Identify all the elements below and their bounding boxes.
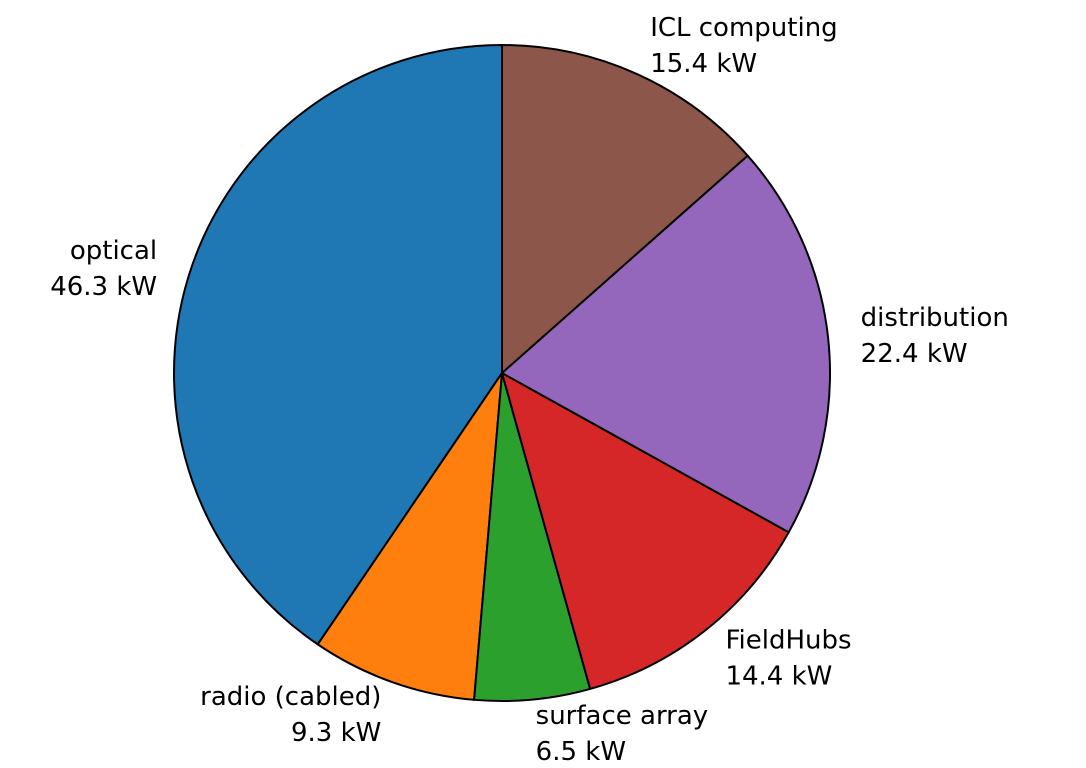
wedge-label: surface array 6.5 kW [536, 701, 709, 767]
category-label: radio (cabled) [200, 682, 381, 712]
wedge-label: optical 46.3 kW [50, 236, 157, 302]
value-label: 6.5 kW [536, 737, 626, 767]
pie-wedge [316, 372, 503, 701]
category-label: surface array [536, 701, 709, 731]
value-label: 46.3 kW [50, 272, 157, 302]
pie-wedge [501, 154, 831, 534]
wedge-label: ICL computing 15.4 kW [650, 13, 837, 79]
value-label: 22.4 kW [861, 339, 968, 369]
category-label: FieldHubs [725, 625, 851, 655]
wedge-label: radio (cabled) 9.3 kW [200, 682, 381, 748]
pie-wedge [173, 44, 503, 646]
value-label: 15.4 kW [650, 49, 757, 79]
category-label: ICL computing [650, 13, 837, 43]
value-label: 14.4 kW [725, 661, 832, 691]
category-label: optical [70, 236, 157, 266]
category-label: distribution [861, 303, 1009, 333]
pie-wedge [501, 372, 790, 690]
wedge-label: FieldHubs 14.4 kW [725, 625, 851, 691]
wedge-label: distribution 22.4 kW [861, 303, 1009, 369]
value-label: 9.3 kW [291, 718, 381, 748]
pie-wedge [501, 44, 749, 374]
